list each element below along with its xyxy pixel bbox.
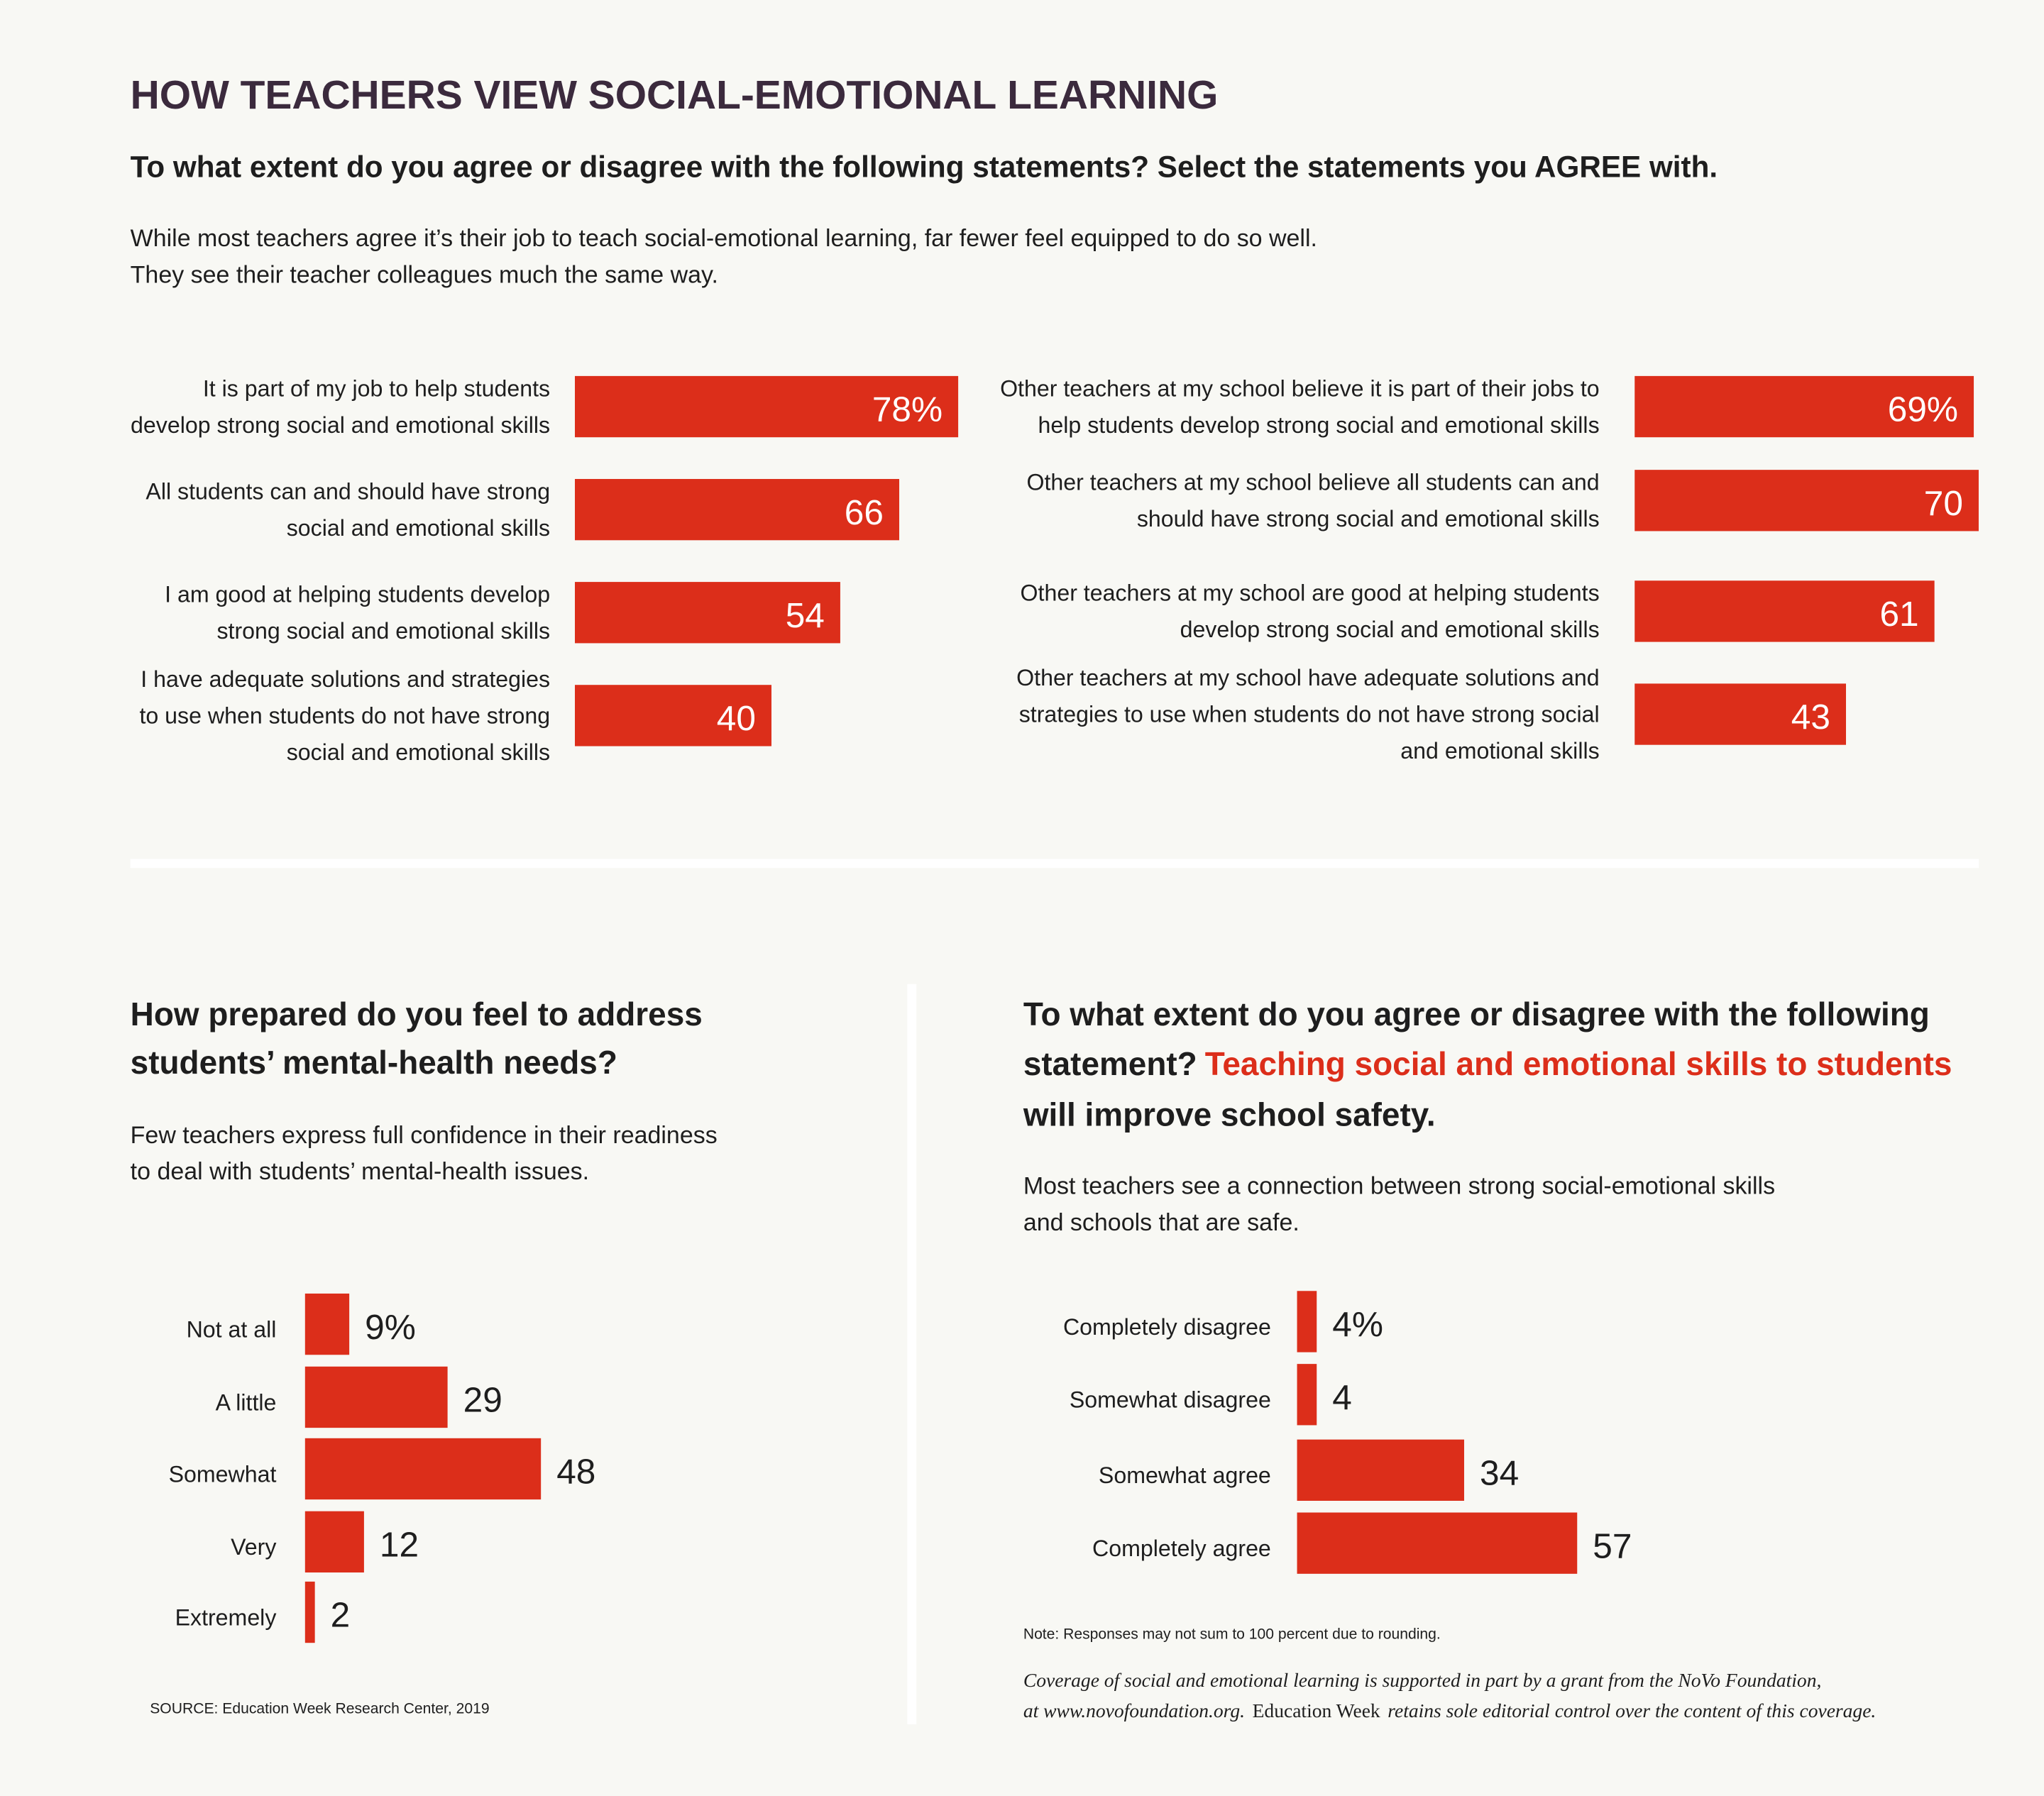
value-label: 34 — [1480, 1453, 1519, 1492]
category-label: help students develop strong social and … — [1038, 412, 1600, 438]
bar — [1297, 1439, 1464, 1501]
bar — [1634, 375, 1974, 438]
chart-title-text: students’ mental-health needs? — [131, 1044, 617, 1081]
chart-title-highlight: Teaching social and emotional skills to … — [1205, 1045, 1952, 1082]
chart-title: statement? Teaching social and emotional … — [1023, 1045, 1952, 1082]
category-label: strong social and emotional skills — [216, 618, 550, 644]
category-label: Very — [231, 1534, 276, 1560]
value-label: 54 — [786, 595, 825, 635]
coverage-text: Education Week — [1253, 1699, 1380, 1721]
category-label: Extremely — [175, 1604, 277, 1630]
bar — [304, 1511, 364, 1573]
value-label: 78% — [872, 390, 943, 429]
category-label: Completely disagree — [1063, 1314, 1271, 1340]
chart-subtitle: Few teachers express full confidence in … — [131, 1122, 718, 1149]
category-label: Other teachers at my school have adequat… — [1016, 665, 1599, 690]
value-label: 61 — [1879, 594, 1918, 634]
value-label: 12 — [380, 1525, 419, 1565]
value-label: 9% — [365, 1307, 416, 1347]
category-label: develop strong social and emotional skil… — [131, 412, 550, 438]
category-label: Somewhat agree — [1099, 1462, 1271, 1488]
chart-title: To what extent do you agree or disagree … — [1023, 996, 1930, 1032]
category-label: Completely agree — [1092, 1536, 1271, 1561]
chart-subtitle: to deal with students’ mental-health iss… — [131, 1158, 589, 1185]
coverage-text: retains sole editorial control over the … — [1388, 1699, 1876, 1721]
bar — [1634, 580, 1935, 642]
category-label: social and emotional skills — [287, 739, 550, 765]
category-label: and emotional skills — [1400, 738, 1599, 764]
value-label: 57 — [1593, 1526, 1632, 1565]
value-label: 70 — [1924, 483, 1963, 523]
value-label: 40 — [717, 698, 756, 738]
divider — [907, 984, 917, 1724]
category-label: I am good at helping students develop — [165, 582, 550, 607]
bar — [575, 375, 959, 438]
category-label: I have adequate solutions and strategies — [141, 666, 550, 692]
value-label: 4% — [1332, 1304, 1383, 1344]
chart-title-highlight: will improve school safety. — [1023, 1096, 1436, 1133]
bar — [1297, 1364, 1317, 1426]
question: To what extent do you agree or disagree … — [131, 150, 1718, 184]
intro-line: While most teachers agree it’s their job… — [131, 225, 1317, 252]
category-label: should have strong social and emotional … — [1137, 506, 1600, 531]
bar — [304, 1581, 315, 1643]
category-label: Other teachers at my school believe it i… — [1000, 375, 1600, 401]
chart-title-text: How prepared do you feel to address — [131, 996, 703, 1032]
value-label: 43 — [1791, 697, 1830, 737]
category-label: Other teachers at my school believe all … — [1027, 470, 1600, 495]
source: SOURCE: Education Week Research Center, … — [150, 1700, 489, 1717]
bar — [304, 1293, 350, 1355]
bar — [1297, 1512, 1578, 1574]
category-label: All students can and should have strong — [145, 478, 550, 504]
bar — [1634, 470, 1979, 531]
value-label: 29 — [463, 1380, 502, 1420]
category-label: A little — [216, 1389, 277, 1415]
category-label: to use when students do not have strong — [139, 703, 550, 728]
bar — [575, 478, 900, 541]
chart-subtitle: Most teachers see a connection between s… — [1023, 1172, 1775, 1199]
value-label: 69% — [1888, 390, 1958, 429]
bar — [304, 1438, 542, 1500]
category-label: Somewhat — [169, 1461, 277, 1487]
bar — [1297, 1291, 1317, 1352]
value-label: 2 — [331, 1595, 351, 1635]
chart-title: students’ mental-health needs? — [131, 1044, 617, 1081]
separator — [130, 859, 1979, 869]
bar — [575, 685, 771, 747]
chart-title-text: To what extent do you agree or disagree … — [1023, 996, 1930, 1032]
category-label: Other teachers at my school are good at … — [1021, 580, 1600, 606]
value-label: 48 — [556, 1452, 595, 1492]
coverage-text: at www.novofoundation.org. — [1023, 1699, 1245, 1721]
category-label: social and emotional skills — [287, 515, 550, 541]
bar — [1634, 683, 1847, 745]
coverage-line: Coverage of social and emotional learnin… — [1023, 1669, 1822, 1691]
intro-line: They see their teacher colleagues much t… — [131, 262, 718, 289]
category-label: Somewhat disagree — [1070, 1387, 1271, 1413]
bar — [575, 582, 840, 644]
coverage-line: at www.novofoundation.org. Education Wee… — [1023, 1699, 1876, 1721]
category-label: strategies to use when students do not h… — [1019, 702, 1600, 727]
chart-title: How prepared do you feel to address — [131, 996, 703, 1032]
category-label: develop strong social and emotional skil… — [1180, 617, 1600, 642]
bar — [304, 1366, 448, 1428]
value-label: 66 — [845, 492, 884, 532]
category-label: It is part of my job to help students — [203, 375, 550, 401]
category-label: Not at all — [187, 1316, 277, 1342]
value-label: 4 — [1332, 1377, 1352, 1417]
page-title: HOW TEACHERS VIEW SOCIAL-EMOTIONAL LEARN… — [131, 72, 1219, 118]
chart-subtitle: and schools that are safe. — [1023, 1209, 1300, 1236]
chart-title-text: statement? — [1023, 1045, 1197, 1082]
note: Note: Responses may not sum to 100 perce… — [1023, 1626, 1441, 1643]
